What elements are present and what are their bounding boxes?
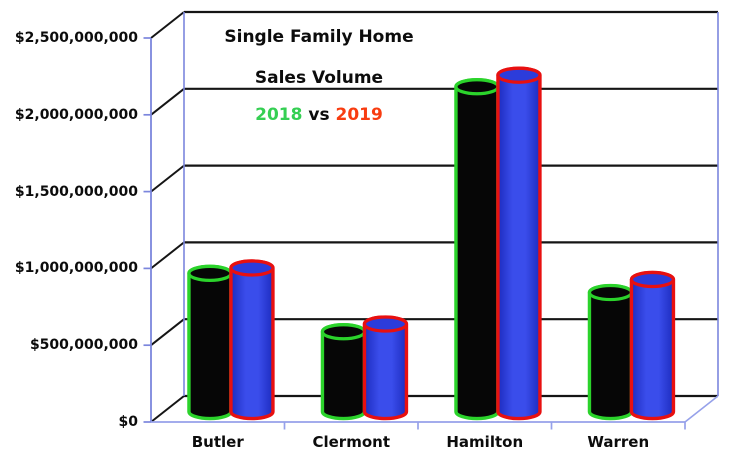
bar-2018-butler xyxy=(187,264,233,421)
bar-top-2018-butler xyxy=(187,264,233,282)
bar-top-2019-clermont xyxy=(362,315,409,333)
bar-layer xyxy=(187,66,676,421)
axis-layer xyxy=(150,12,719,430)
bar-top-2018-hamilton xyxy=(454,78,500,96)
gridline-connector xyxy=(150,241,185,270)
x-category-label-clermont: Clermont xyxy=(312,433,390,451)
x-category-label-warren: Warren xyxy=(587,433,650,451)
gridline-connector xyxy=(150,318,185,346)
y-tick-label: $500,000,000 xyxy=(29,337,138,354)
bar-2019-hamilton xyxy=(496,66,542,421)
bar-top-2018-clermont xyxy=(320,323,367,341)
y-tick-label: $2,000,000,000 xyxy=(14,106,138,123)
chart-title-line-1: Single Family Home xyxy=(224,27,414,47)
gridline-connector xyxy=(150,395,185,423)
legend-year-2019: 2019 xyxy=(335,105,383,125)
y-tick-label: $1,000,000,000 xyxy=(14,260,138,277)
gridline-connector xyxy=(150,164,185,193)
chart-title-line-2: Sales Volume xyxy=(254,68,384,88)
bar-2019-butler xyxy=(229,259,275,421)
gridline-connector xyxy=(150,11,185,39)
y-tick-label: $1,500,000,000 xyxy=(14,183,138,200)
floor-right-edge xyxy=(684,395,719,423)
legend-year-2018: 2018 xyxy=(255,105,303,125)
gridline-connector xyxy=(150,88,185,116)
chart-legend-line: 2018 vs 2019 xyxy=(179,104,459,126)
bar-top-2018-warren xyxy=(587,283,634,302)
y-tick-label: $0 xyxy=(118,414,138,430)
legend-vs-text: vs xyxy=(308,105,330,125)
bar-2018-warren xyxy=(587,283,634,421)
bar-2019-warren xyxy=(629,270,676,421)
bar-top-2019-warren xyxy=(629,270,676,289)
x-category-label-hamilton: Hamilton xyxy=(446,433,524,451)
bar-top-2019-hamilton xyxy=(496,66,542,84)
x-category-label-butler: Butler xyxy=(191,433,244,451)
bar-top-2019-butler xyxy=(229,259,275,277)
chart-title: Single Family Home Sales Volume 2018 vs … xyxy=(179,26,459,126)
bar-2018-hamilton xyxy=(454,78,500,421)
y-tick-label: $2,500,000,000 xyxy=(14,30,138,46)
